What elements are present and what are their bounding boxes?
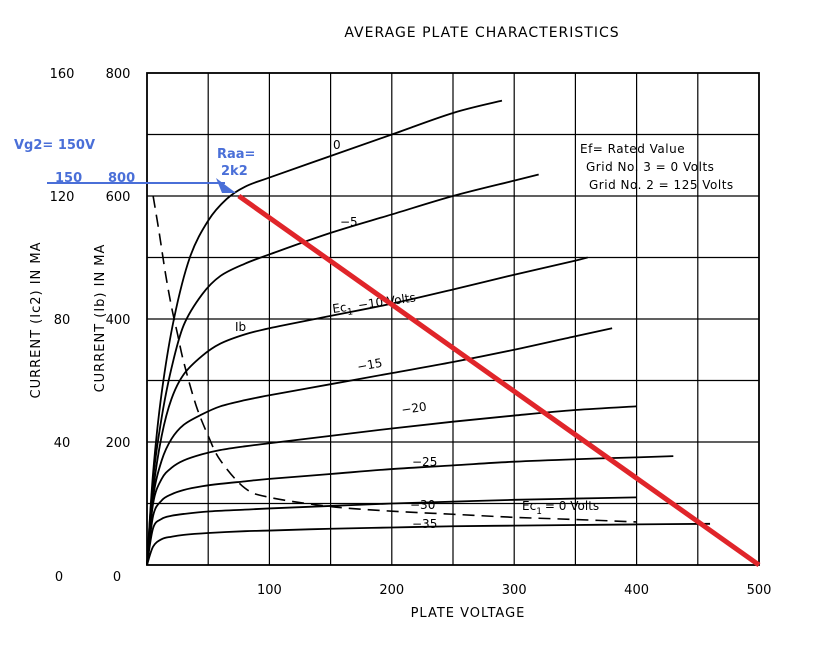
curve-label-ec35: −35 <box>412 517 437 531</box>
chart-title: AVERAGE PLATE CHARACTERISTICS <box>344 25 619 41</box>
y-tick-label-ib: 0 <box>113 570 121 585</box>
series-line-ecneg10 <box>146 256 588 566</box>
y-tick-label-ic2: 80 <box>54 313 71 328</box>
curve-label-ec30: −30 <box>410 498 435 512</box>
load-line-group <box>237 193 761 568</box>
raa-label-line2: 2k2 <box>221 164 248 179</box>
y-tick-label-ic2: 0 <box>55 570 63 585</box>
series-line-ecneg20 <box>146 405 637 566</box>
curve-label-ec0: 0 <box>333 138 341 152</box>
curve-label-ec20: −20 <box>400 400 427 417</box>
vg2-annotation: Vg2= 150V <box>14 138 95 153</box>
ic2-marker-label: 150 <box>55 171 82 186</box>
series-line-ecneg5 <box>146 173 539 566</box>
series-line-ec0 <box>146 99 503 566</box>
ib-marker-label: 800 <box>108 171 135 186</box>
y-tick-labels-ib: 0 200 400 600 800 <box>106 67 131 585</box>
y-axis-label-ic2: CURRENT (Ic2) IN MA <box>29 242 44 399</box>
series-line-ic2 <box>152 195 637 523</box>
operating-point-arrow-icon <box>216 178 236 193</box>
note-line-2: Grid No. 3 = 0 Volts <box>586 160 714 174</box>
raa-label-line1: Raa= <box>217 147 255 162</box>
x-axis-label: PLATE VOLTAGE <box>411 606 526 621</box>
y-tick-label-ib: 200 <box>106 436 131 451</box>
x-tick-label: 500 <box>747 583 772 598</box>
load-line <box>237 193 761 568</box>
curve-label-ic2: Ec1 = 0 Volts <box>522 499 599 517</box>
y-tick-label-ib: 600 <box>106 190 131 205</box>
y-tick-labels-ic2: 0 40 80 120 160 <box>50 67 75 585</box>
curve-label-ec10-prefix: Ec <box>331 300 347 316</box>
note-line-1: Ef= Rated Value <box>580 142 685 156</box>
y-axis-label-ib: CURRENT (Ib) IN MA <box>93 244 108 393</box>
curve-label-ic2-prefix: Ec <box>522 499 536 513</box>
curve-label-ec25: −25 <box>412 455 437 469</box>
y-tick-label-ib: 800 <box>106 67 131 82</box>
grid <box>147 73 759 565</box>
note-line-3: Grid No. 2 = 125 Volts <box>589 178 734 192</box>
plot-frame <box>146 72 760 566</box>
series-curves <box>146 99 711 566</box>
curve-label-ic2-sub: 1 <box>536 507 542 517</box>
series-line-ecneg15 <box>146 327 613 566</box>
series-line-ecneg25 <box>146 455 674 566</box>
x-tick-label: 200 <box>379 583 404 598</box>
curve-label-ec10-sub: 1 <box>347 307 354 318</box>
x-tick-label: 100 <box>257 583 282 598</box>
y-tick-label-ic2: 40 <box>54 436 71 451</box>
series-line-ecneg30 <box>146 496 637 566</box>
curve-label-ec15: −15 <box>356 356 383 374</box>
curve-label-ic2-suffix: = 0 Volts <box>545 499 599 513</box>
conditions-note: Ef= Rated Value Grid No. 3 = 0 Volts Gri… <box>580 142 734 192</box>
y-tick-label-ib: 400 <box>106 313 131 328</box>
curve-label-ec5: −5 <box>340 215 358 229</box>
x-tick-label: 300 <box>502 583 527 598</box>
x-tick-label: 400 <box>624 583 649 598</box>
curve-label-ib: Ib <box>235 320 246 334</box>
series-line-ecneg35 <box>146 522 711 566</box>
y-tick-label-ic2: 160 <box>50 67 75 82</box>
x-tick-labels: 100 200 300 400 500 <box>257 583 771 598</box>
y-tick-label-ic2: 120 <box>50 190 75 205</box>
